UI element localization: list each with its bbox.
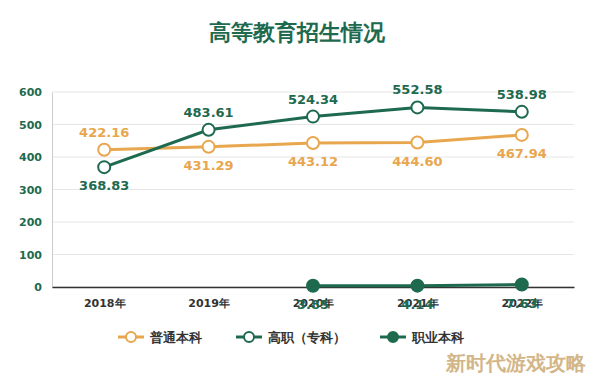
y-axis: 0 100 200 300 400 500 600 (19, 86, 52, 294)
data-label: 368.83 (79, 178, 129, 193)
legend-marker (388, 332, 398, 342)
y-tick: 500 (19, 119, 52, 132)
series-line (104, 135, 522, 150)
data-label: 538.98 (497, 87, 547, 102)
y-tick-label: 0 (34, 281, 42, 294)
data-label: 524.34 (288, 92, 338, 107)
point (516, 106, 528, 118)
legend-marker (244, 332, 254, 342)
data-label: 467.94 (497, 146, 547, 161)
y-tick-label: 600 (19, 86, 42, 99)
y-tick: 100 (19, 249, 52, 262)
grid-line (52, 124, 574, 125)
title: 高等教育招生情况 (209, 20, 386, 45)
x-tick-label: 2018年 (84, 297, 126, 310)
point (411, 280, 423, 292)
point (516, 279, 528, 291)
data-labels: 422.16 431.29 443.12 444.60 467.94 368.83 483.… (79, 82, 547, 311)
annotation: 新时代游戏攻略 (445, 351, 587, 375)
y-tick: 600 (19, 86, 52, 99)
data-label: 552.58 (392, 82, 442, 97)
legend-item: 职业本科 (380, 330, 464, 345)
y-tick: 300 (19, 184, 52, 197)
data-label: 7.63 (506, 296, 538, 311)
legend-marker (126, 332, 136, 342)
y-tick-label: 200 (19, 216, 42, 229)
point (411, 137, 423, 149)
data-label: 444.60 (392, 154, 442, 169)
grid-line (52, 222, 574, 223)
data-label: 483.61 (184, 105, 234, 120)
plot-area (98, 101, 528, 291)
point (411, 101, 423, 113)
y-tick: 0 (34, 281, 52, 294)
data-label: 443.12 (288, 154, 338, 169)
data-label: 431.29 (184, 158, 234, 173)
point (516, 129, 528, 141)
legend-label: 高职（专科） (268, 330, 346, 345)
data-label: 422.16 (79, 125, 129, 140)
y-tick: 200 (19, 216, 52, 229)
y-tick: 400 (19, 151, 52, 164)
grid-line (52, 254, 574, 255)
chart: 高等教育招生情况01002003004005006002018年2019年202… (0, 0, 594, 378)
legend-item: 普通本科 (118, 330, 202, 345)
data-label: 3.85 (297, 297, 329, 312)
legend-label: 职业本科 (411, 330, 464, 345)
y-tick-label: 100 (19, 249, 42, 262)
point (203, 141, 215, 153)
x-tick: 2018年 (84, 287, 126, 310)
legend-item: 高职（专科） (236, 330, 346, 345)
x-tick-label: 2019年 (188, 297, 230, 310)
data-label: 4.14 (401, 297, 433, 312)
point (307, 137, 319, 149)
y-axis-line (52, 93, 53, 288)
grid-line (52, 189, 574, 190)
y-tick-label: 500 (19, 119, 42, 132)
point (203, 124, 215, 136)
point (98, 161, 110, 173)
y-tick-label: 300 (19, 184, 42, 197)
point (98, 144, 110, 156)
grid (52, 92, 574, 287)
x-tick: 2019年 (188, 287, 230, 310)
legend: 普通本科 高职（专科） 职业本科 (118, 330, 464, 345)
point (307, 280, 319, 292)
y-tick-label: 400 (19, 151, 42, 164)
point (307, 111, 319, 123)
legend-label: 普通本科 (149, 330, 202, 345)
